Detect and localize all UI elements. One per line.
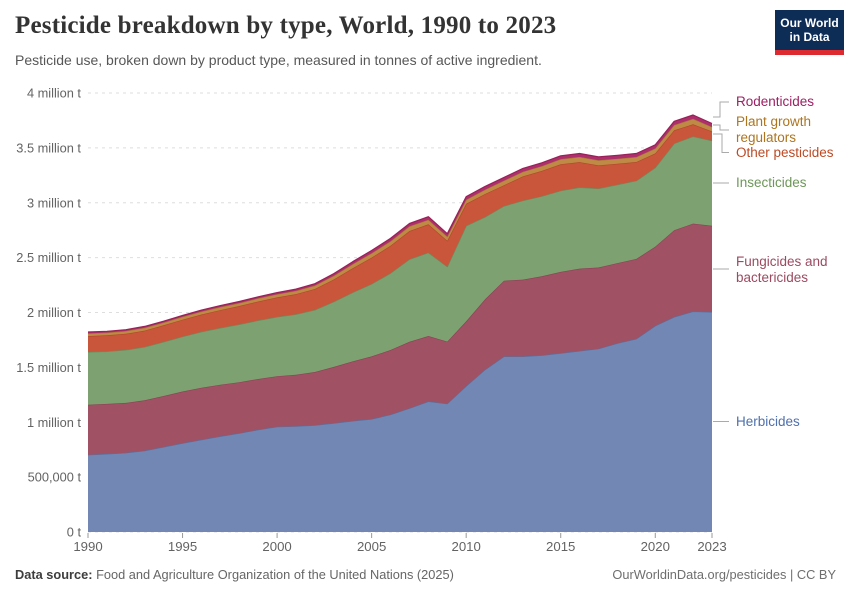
x-axis-label: 2015 [546,539,575,554]
owid-logo-line1: Our World [780,16,839,30]
legend-label-rodenticides[interactable]: Rodenticides [736,94,815,109]
area-other-pesticides [88,124,712,352]
y-axis-label: 1.5 million t [16,360,81,375]
credit-link[interactable]: OurWorldinData.org/pesticides | CC BY [612,567,836,582]
x-axis-label: 2005 [357,539,386,554]
legend-connector [713,124,729,131]
legend-label-herbicides[interactable]: Herbicides [736,414,800,429]
y-axis-label: 3.5 million t [16,140,81,155]
owid-logo[interactable]: Our World in Data [775,10,844,55]
x-axis-label: 2000 [262,539,291,554]
x-axis-label: 2023 [697,539,726,554]
y-axis-label: 500,000 t [28,470,82,485]
data-source-label: Data source: [15,567,93,582]
x-axis-label: 1990 [73,539,102,554]
data-source-note: Data source: Food and Agriculture Organi… [15,567,454,582]
x-axis-label: 2020 [641,539,670,554]
legend-connector [713,101,729,118]
y-axis-label: 1 million t [27,415,81,430]
area-herbicides [88,311,712,532]
legend-connector [713,133,729,153]
y-axis-label: 4 million t [27,86,81,101]
y-axis-label: 0 t [67,525,82,540]
page-title: Pesticide breakdown by type, World, 1990… [15,12,557,39]
x-axis-label: 1995 [168,539,197,554]
area-fungicides-and-bactericides [88,223,712,455]
legend-label-plant-growth-regulators[interactable]: Plant growth regulators [736,114,812,145]
page-subtitle: Pesticide use, broken down by product ty… [15,52,542,68]
x-axis-label: 2010 [452,539,481,554]
y-axis-label: 2 million t [27,305,81,320]
area-insecticides [88,136,712,405]
legend-label-fungicides-and-bactericides[interactable]: Fungicides and bactericides [736,254,828,285]
owid-logo-line2: in Data [789,30,830,44]
legend-label-insecticides[interactable]: Insecticides [736,175,807,190]
data-source-text: Food and Agriculture Organization of the… [92,567,454,582]
y-axis-label: 2.5 million t [16,250,81,265]
area-edge-rodenticides [87,114,713,333]
y-axis-label: 3 million t [27,195,81,210]
legend-label-other-pesticides[interactable]: Other pesticides [736,145,834,160]
